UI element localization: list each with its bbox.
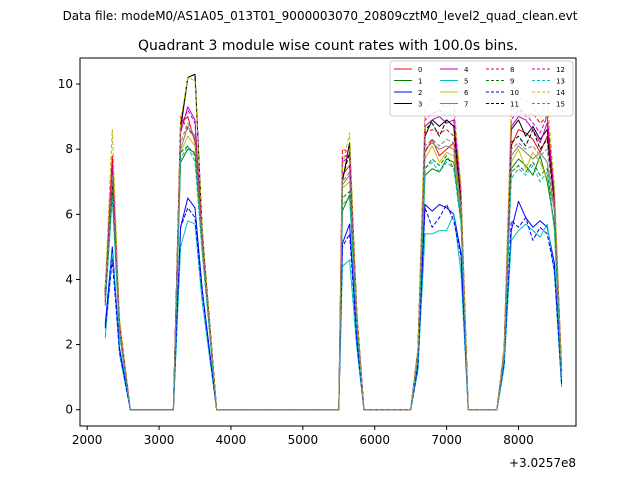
- legend-label-2: 2: [418, 89, 422, 97]
- series-line-12: [104, 109, 563, 411]
- series-line-14: [104, 77, 563, 411]
- series-line-1: [104, 148, 563, 411]
- legend-box: [389, 60, 574, 117]
- axis-ticks: 2000 3000 4000 5000 6000 7000 8000 0 2 4 6 8 10: [58, 77, 534, 447]
- y-tick-label: 2: [65, 338, 73, 352]
- x-tick-label: 2000: [72, 433, 103, 447]
- legend-label-12: 12: [556, 66, 565, 74]
- legend-label-4: 4: [464, 66, 469, 74]
- series-line-3: [104, 73, 563, 411]
- legend-label-3: 3: [418, 101, 422, 109]
- series-line-4: [104, 106, 563, 411]
- x-tick-label: 8000: [503, 433, 534, 447]
- data-file-label: Data file: modeM0/AS1A05_013T01_90000030…: [63, 9, 578, 23]
- series-line-10: [104, 204, 563, 411]
- series-line-15: [104, 122, 563, 411]
- y-tick-label: 10: [58, 77, 73, 91]
- legend-label-14: 14: [556, 89, 565, 97]
- series-line-7: [104, 125, 563, 411]
- legend-label-10: 10: [510, 89, 519, 97]
- legend-label-13: 13: [556, 78, 565, 86]
- y-tick-label: 8: [65, 142, 73, 156]
- chart-title: Quadrant 3 module wise count rates with …: [138, 38, 518, 54]
- legend-label-5: 5: [464, 78, 468, 86]
- legend-label-11: 11: [510, 101, 519, 109]
- series-line-11: [104, 73, 563, 411]
- series-line-6: [104, 135, 563, 411]
- series-line-8: [104, 106, 563, 411]
- x-tick-label: 3000: [144, 433, 175, 447]
- series-layer: [104, 73, 563, 411]
- x-tick-label: 5000: [288, 433, 319, 447]
- legend-label-0: 0: [418, 66, 422, 74]
- series-line-2: [104, 197, 563, 411]
- x-offset-label: +3.0257e8: [509, 456, 576, 470]
- legend-label-8: 8: [510, 66, 514, 74]
- plot-frame: [79, 57, 577, 427]
- series-line-5: [104, 213, 563, 411]
- legend-label-9: 9: [510, 78, 514, 86]
- y-tick-label: 0: [65, 403, 73, 417]
- legend-label-15: 15: [556, 101, 565, 109]
- y-tick-label: 4: [65, 272, 73, 286]
- series-line-0: [104, 116, 563, 411]
- series-line-13: [104, 145, 563, 411]
- legend-label-1: 1: [418, 78, 422, 86]
- x-tick-label: 7000: [431, 433, 462, 447]
- legend-label-7: 7: [464, 101, 468, 109]
- series-line-9: [104, 145, 563, 411]
- legend-label-6: 6: [464, 89, 469, 97]
- y-tick-label: 6: [65, 207, 73, 221]
- x-tick-label: 6000: [359, 433, 390, 447]
- x-tick-label: 4000: [216, 433, 247, 447]
